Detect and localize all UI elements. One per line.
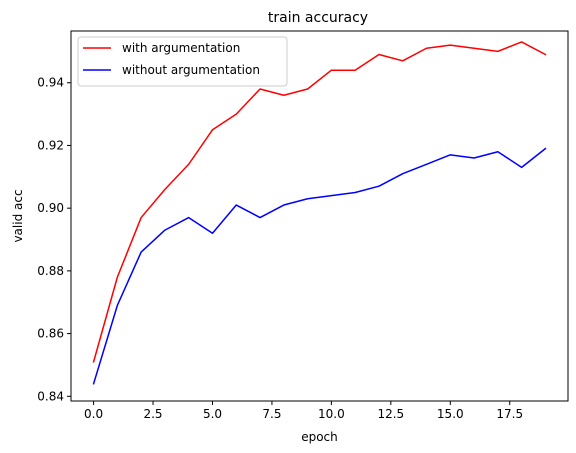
x-tick-label: 12.5 (377, 407, 404, 421)
plot-frame (70, 30, 569, 402)
legend-label-2: without argumentation (122, 63, 260, 77)
chart-title: train accuracy (268, 10, 368, 26)
y-tick-label: 0.88 (37, 264, 64, 278)
x-tick-label: 0.0 (84, 407, 103, 421)
y-tick-label: 0.92 (37, 138, 64, 152)
y-axis: 0.84 0.86 0.88 0.90 0.92 0.94 (37, 76, 71, 403)
x-tick-label: 17.5 (496, 407, 523, 421)
y-tick-label: 0.94 (37, 76, 64, 90)
x-tick-label: 5.0 (203, 407, 222, 421)
y-tick-label: 0.84 (37, 389, 64, 403)
legend-box (77, 36, 288, 87)
x-tick-label: 2.5 (143, 407, 162, 421)
series-line-1 (92, 41, 547, 363)
plot-area (92, 41, 547, 385)
x-tick-label: 15.0 (437, 407, 464, 421)
legend-label-1: with argumentation (122, 41, 240, 55)
y-tick-label: 0.90 (37, 201, 64, 215)
x-tick-label: 7.5 (262, 407, 281, 421)
series-line-2 (92, 147, 547, 385)
x-axis: 0.0 2.5 5.0 7.5 10.0 12.5 15.0 17.5 (84, 401, 523, 421)
x-axis-label: epoch (301, 430, 338, 444)
y-axis-label: valid acc (11, 189, 25, 242)
y-tick-label: 0.86 (37, 327, 64, 341)
legend: with argumentation without argumentation (77, 36, 288, 87)
x-tick-label: 10.0 (318, 407, 345, 421)
